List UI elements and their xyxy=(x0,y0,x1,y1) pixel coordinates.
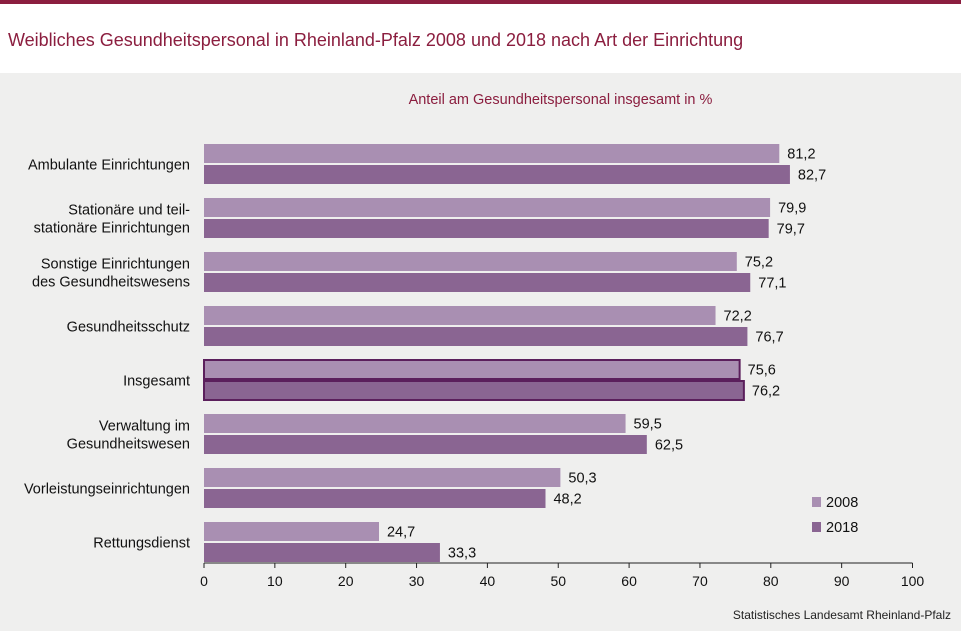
data-label: 48,2 xyxy=(553,492,581,508)
bar-2008 xyxy=(203,359,741,380)
data-label: 62,5 xyxy=(655,438,683,454)
legend-label: 2018 xyxy=(826,520,858,536)
bar-2008 xyxy=(204,144,780,163)
x-tick-label: 90 xyxy=(834,573,850,589)
data-label: 75,2 xyxy=(745,255,773,271)
bar-2008 xyxy=(204,198,771,217)
bar-2018 xyxy=(204,435,647,454)
chart-title: Weibliches Gesundheitspersonal in Rheinl… xyxy=(8,30,744,50)
category-label: Vorleistungseinrichtungen xyxy=(24,482,190,498)
data-label: 79,7 xyxy=(777,222,805,238)
data-label: 79,9 xyxy=(778,201,806,217)
data-label: 76,2 xyxy=(752,384,780,400)
bar-2018 xyxy=(204,327,748,346)
legend-label: 2008 xyxy=(826,495,858,511)
data-label: 50,3 xyxy=(568,471,596,487)
bar-2018 xyxy=(204,165,790,184)
data-label: 81,2 xyxy=(787,147,815,163)
category-label: Sonstige Einrichtungen des Gesundheitswes… xyxy=(32,257,190,291)
data-label: 33,3 xyxy=(448,546,476,562)
x-tick-label: 60 xyxy=(621,573,637,589)
data-label: 77,1 xyxy=(758,276,786,292)
category-label: Rettungsdienst xyxy=(93,536,190,552)
bar-2018 xyxy=(204,489,546,508)
category-label: Verwaltung im Gesundheitswesen xyxy=(67,419,190,453)
data-label: 75,6 xyxy=(748,363,776,379)
bar-2018 xyxy=(204,543,440,562)
legend-swatch-2018 xyxy=(812,522,821,532)
header: Weibliches Gesundheitspersonal in Rheinl… xyxy=(0,4,961,73)
data-label: 76,7 xyxy=(755,330,783,346)
x-tick-label: 80 xyxy=(763,573,779,589)
bar-2008 xyxy=(204,414,626,433)
bar-2018 xyxy=(204,219,769,238)
x-tick-label: 10 xyxy=(267,573,283,589)
bar-2008 xyxy=(204,468,561,487)
top-accent-bar xyxy=(0,0,961,4)
bar-2008 xyxy=(204,252,737,271)
data-label: 24,7 xyxy=(387,525,415,541)
bar-2018 xyxy=(203,380,745,401)
x-tick-label: 40 xyxy=(480,573,496,589)
x-tick-label: 100 xyxy=(901,573,925,589)
data-label: 82,7 xyxy=(798,168,826,184)
chart-subtitle: Anteil am Gesundheitspersonal insgesamt … xyxy=(408,92,713,108)
x-tick-label: 30 xyxy=(409,573,425,589)
x-tick-label: 0 xyxy=(200,573,208,589)
x-tick-label: 20 xyxy=(338,573,354,589)
data-label: 72,2 xyxy=(724,309,752,325)
category-label: Ambulante Einrichtungen xyxy=(28,158,190,174)
category-label: Insgesamt xyxy=(123,374,190,390)
legend-swatch-2008 xyxy=(812,497,821,507)
category-label: Gesundheitsschutz xyxy=(67,320,190,336)
bar-2008 xyxy=(204,522,379,541)
category-label: Stationäre und teil-stationäre Einrichtu… xyxy=(34,203,191,237)
x-tick-label: 50 xyxy=(550,573,566,589)
x-tick-label: 70 xyxy=(692,573,708,589)
bar-2008 xyxy=(204,306,716,325)
source-note: Statistisches Landesamt Rheinland-Pfalz xyxy=(732,608,951,622)
data-label: 59,5 xyxy=(634,417,662,433)
bar-2018 xyxy=(204,273,751,292)
